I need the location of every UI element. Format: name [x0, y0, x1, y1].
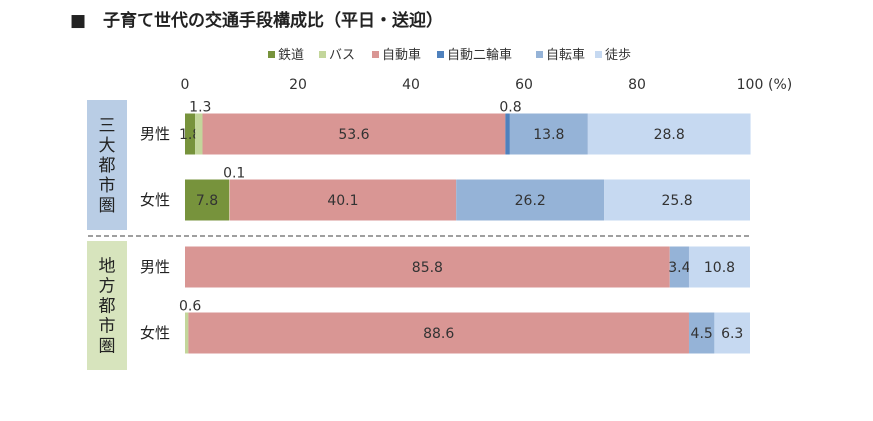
- bar-segment: [185, 312, 189, 354]
- row-label: 男性: [140, 125, 170, 143]
- bar-segment: [688, 246, 750, 288]
- bar-segment: [669, 246, 689, 288]
- data-label: 0.6: [179, 299, 201, 315]
- row-label: 男性: [140, 258, 170, 276]
- bar-segment: [587, 113, 751, 155]
- legend-swatch-4: [536, 51, 543, 58]
- data-label: 0.1: [223, 166, 245, 182]
- data-label: 0.8: [499, 100, 521, 116]
- data-label: 53.6: [338, 127, 369, 143]
- bar-segment: [229, 179, 457, 221]
- x-tick-label: 0: [181, 77, 190, 93]
- data-label: 26.2: [515, 193, 546, 209]
- data-label: 3.4: [668, 260, 690, 276]
- bar-segment: [604, 179, 750, 221]
- group-label: 三大都市圏: [99, 116, 116, 216]
- data-label: 28.8: [654, 127, 685, 143]
- legend-label-2: 自動車: [382, 48, 421, 63]
- legend-label-4: 自転車: [546, 48, 585, 63]
- chart-title: ■ 子育て世代の交通手段構成比（平日・送迎）: [70, 11, 444, 31]
- legend-swatch-3: [437, 51, 444, 58]
- data-label: 13.8: [533, 127, 564, 143]
- legend-label-1: バス: [329, 48, 355, 63]
- data-label: 6.3: [721, 326, 743, 342]
- bar-segment: [714, 312, 750, 354]
- x-tick-label: 80: [628, 77, 646, 93]
- bar-segment: [202, 113, 506, 155]
- legend-label-5: 徒歩: [605, 48, 631, 63]
- legend-swatch-0: [268, 51, 275, 58]
- data-label: 4.5: [691, 326, 713, 342]
- x-tick-label: 100: [737, 77, 764, 93]
- bar-segment: [509, 113, 588, 155]
- data-label: 10.8: [704, 260, 735, 276]
- legend-swatch-5: [595, 51, 602, 58]
- x-tick-label: 40: [402, 77, 420, 93]
- data-label: 25.8: [662, 193, 693, 209]
- legend-label-3: 自動二輪車: [447, 47, 512, 63]
- data-label: 7.8: [196, 193, 218, 209]
- bar-segment: [185, 246, 670, 288]
- row-label: 女性: [140, 324, 170, 342]
- bar-segment: [688, 312, 715, 354]
- row-label: 女性: [140, 191, 170, 209]
- legend-swatch-2: [372, 51, 379, 58]
- data-label: 1.3: [189, 100, 211, 116]
- bar-segment: [229, 179, 230, 221]
- x-tick-label: 60: [515, 77, 533, 93]
- bar-segment: [456, 179, 605, 221]
- data-label: 88.6: [423, 326, 454, 342]
- bar-segment: [505, 113, 510, 155]
- bar-segment: [188, 312, 689, 354]
- bar-segment: [185, 179, 230, 221]
- data-label: 85.8: [412, 260, 443, 276]
- group-label: 地方都市圏: [99, 257, 116, 357]
- x-tick-label: 20: [289, 77, 307, 93]
- legend-swatch-1: [319, 51, 326, 58]
- bar-segment: [195, 113, 203, 155]
- bar-segment: [185, 113, 196, 155]
- x-unit-label: (%): [768, 77, 792, 93]
- group-label-box: [87, 241, 127, 370]
- data-label: 40.1: [327, 193, 358, 209]
- group-label-box: [87, 100, 127, 230]
- legend-label-0: 鉄道: [278, 48, 304, 63]
